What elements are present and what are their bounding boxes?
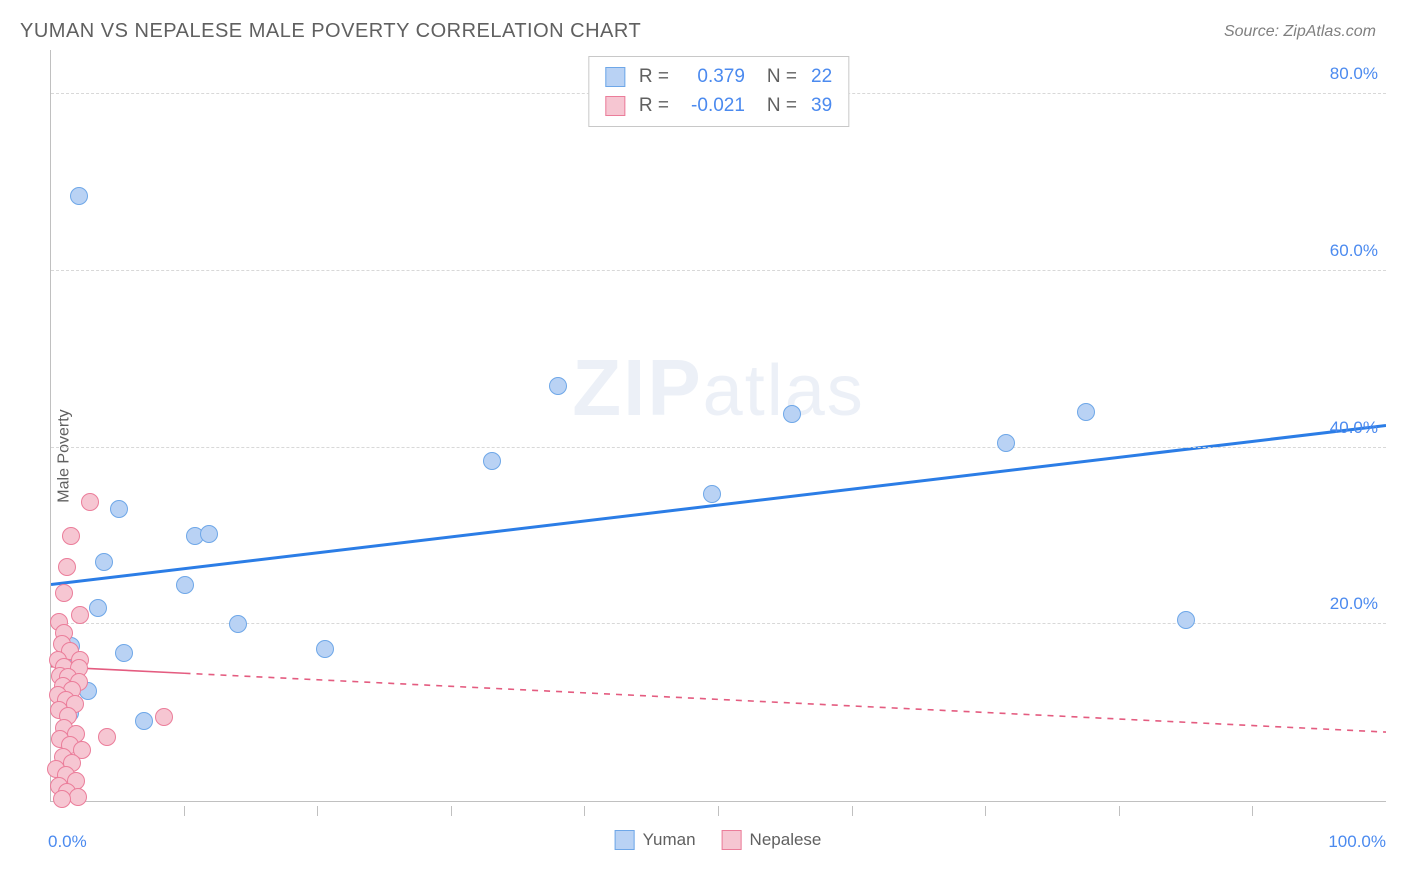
scatter-point [98, 728, 116, 746]
scatter-point [549, 377, 567, 395]
x-tick [1252, 806, 1253, 816]
scatter-point [95, 553, 113, 571]
x-axis: 0.0% 100.0% Yuman Nepalese [50, 802, 1386, 862]
x-tick [718, 806, 719, 816]
x-tick [317, 806, 318, 816]
x-tick-start: 0.0% [48, 832, 87, 852]
series-legend-item: Nepalese [722, 830, 822, 850]
scatter-point [483, 452, 501, 470]
scatter-point [110, 500, 128, 518]
legend-swatch [605, 67, 625, 87]
legend-swatch [615, 830, 635, 850]
scatter-point [62, 527, 80, 545]
scatter-point [200, 525, 218, 543]
trend-lines [51, 50, 1386, 801]
scatter-point [155, 708, 173, 726]
legend-row: R = -0.021 N = 39 [605, 92, 832, 121]
x-tick [584, 806, 585, 816]
x-tick [184, 806, 185, 816]
chart-header: YUMAN VS NEPALESE MALE POVERTY CORRELATI… [0, 0, 1406, 53]
gridline [51, 270, 1386, 271]
legend-n-value: 22 [811, 63, 832, 92]
y-tick-label: 80.0% [1330, 64, 1378, 84]
scatter-point [70, 187, 88, 205]
y-tick-label: 60.0% [1330, 241, 1378, 261]
scatter-point [71, 606, 89, 624]
y-tick-label: 20.0% [1330, 594, 1378, 614]
y-tick-label: 40.0% [1330, 418, 1378, 438]
x-tick [852, 806, 853, 816]
legend-r-value: -0.021 [683, 92, 745, 121]
scatter-point [135, 712, 153, 730]
scatter-point [89, 599, 107, 617]
scatter-point [55, 584, 73, 602]
x-tick [451, 806, 452, 816]
chart-area: Male Poverty ZIPatlas R = 0.379 N = 22 R… [18, 50, 1386, 862]
scatter-point [783, 405, 801, 423]
legend-r-label: R = [639, 92, 669, 121]
correlation-legend: R = 0.379 N = 22 R = -0.021 N = 39 [588, 56, 849, 127]
series-legend: Yuman Nepalese [615, 830, 822, 850]
scatter-point [703, 485, 721, 503]
scatter-point [115, 644, 133, 662]
x-tick [1119, 806, 1120, 816]
legend-n-label: N = [767, 63, 797, 92]
scatter-point [997, 434, 1015, 452]
legend-swatch [722, 830, 742, 850]
series-name: Yuman [643, 830, 696, 850]
scatter-point [58, 558, 76, 576]
scatter-point [81, 493, 99, 511]
source-attribution: Source: ZipAtlas.com [1224, 23, 1376, 41]
legend-r-value: 0.379 [683, 63, 745, 92]
scatter-point [1077, 403, 1095, 421]
scatter-point [316, 640, 334, 658]
chart-title: YUMAN VS NEPALESE MALE POVERTY CORRELATI… [20, 20, 641, 43]
x-tick-end: 100.0% [1328, 832, 1386, 852]
x-tick [985, 806, 986, 816]
legend-row: R = 0.379 N = 22 [605, 63, 832, 92]
legend-r-label: R = [639, 63, 669, 92]
series-legend-item: Yuman [615, 830, 696, 850]
legend-swatch [605, 96, 625, 116]
scatter-point [176, 576, 194, 594]
legend-n-label: N = [767, 92, 797, 121]
legend-n-value: 39 [811, 92, 832, 121]
plot-area: ZIPatlas R = 0.379 N = 22 R = -0.021 N =… [50, 50, 1386, 802]
scatter-point [1177, 611, 1195, 629]
scatter-point [229, 615, 247, 633]
watermark: ZIPatlas [572, 342, 865, 434]
series-name: Nepalese [750, 830, 822, 850]
gridline [51, 447, 1386, 448]
